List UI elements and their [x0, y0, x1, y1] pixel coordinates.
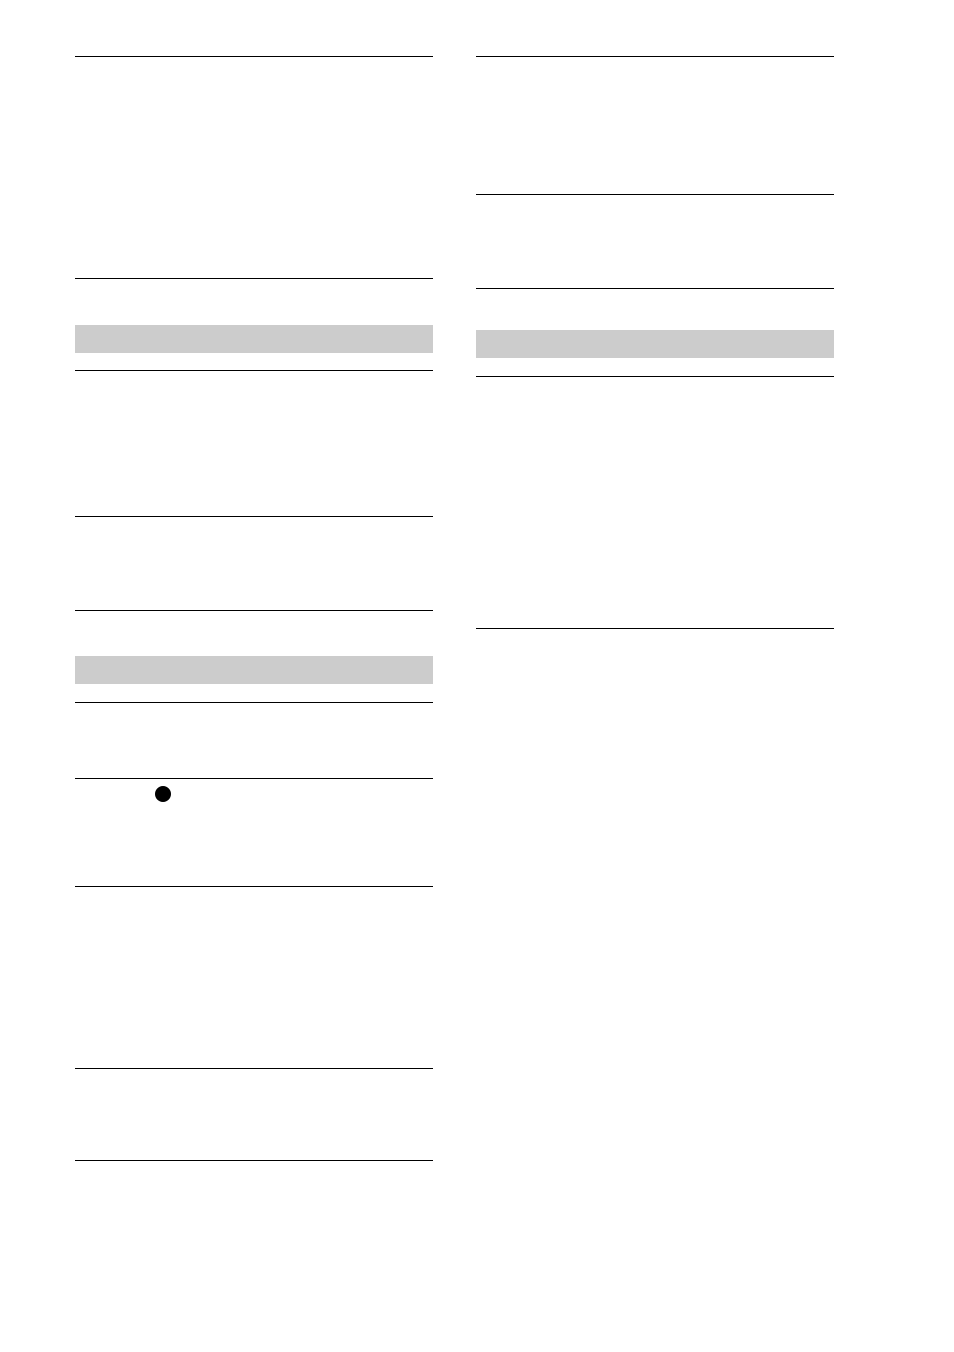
rule: [476, 194, 834, 195]
rule: [75, 1160, 433, 1161]
rule: [75, 56, 433, 57]
rule: [75, 370, 433, 371]
rule: [75, 610, 433, 611]
rule: [75, 516, 433, 517]
bullet-icon: [155, 786, 171, 802]
shaded-row: [75, 656, 433, 684]
shaded-row: [75, 325, 433, 353]
rule: [75, 702, 433, 703]
rule: [75, 886, 433, 887]
rule: [476, 56, 834, 57]
rule: [476, 288, 834, 289]
page: [0, 0, 954, 1352]
rule: [75, 278, 433, 279]
rule: [75, 778, 433, 779]
rule: [476, 628, 834, 629]
rule: [476, 376, 834, 377]
shaded-row: [476, 330, 834, 358]
rule: [75, 1068, 433, 1069]
